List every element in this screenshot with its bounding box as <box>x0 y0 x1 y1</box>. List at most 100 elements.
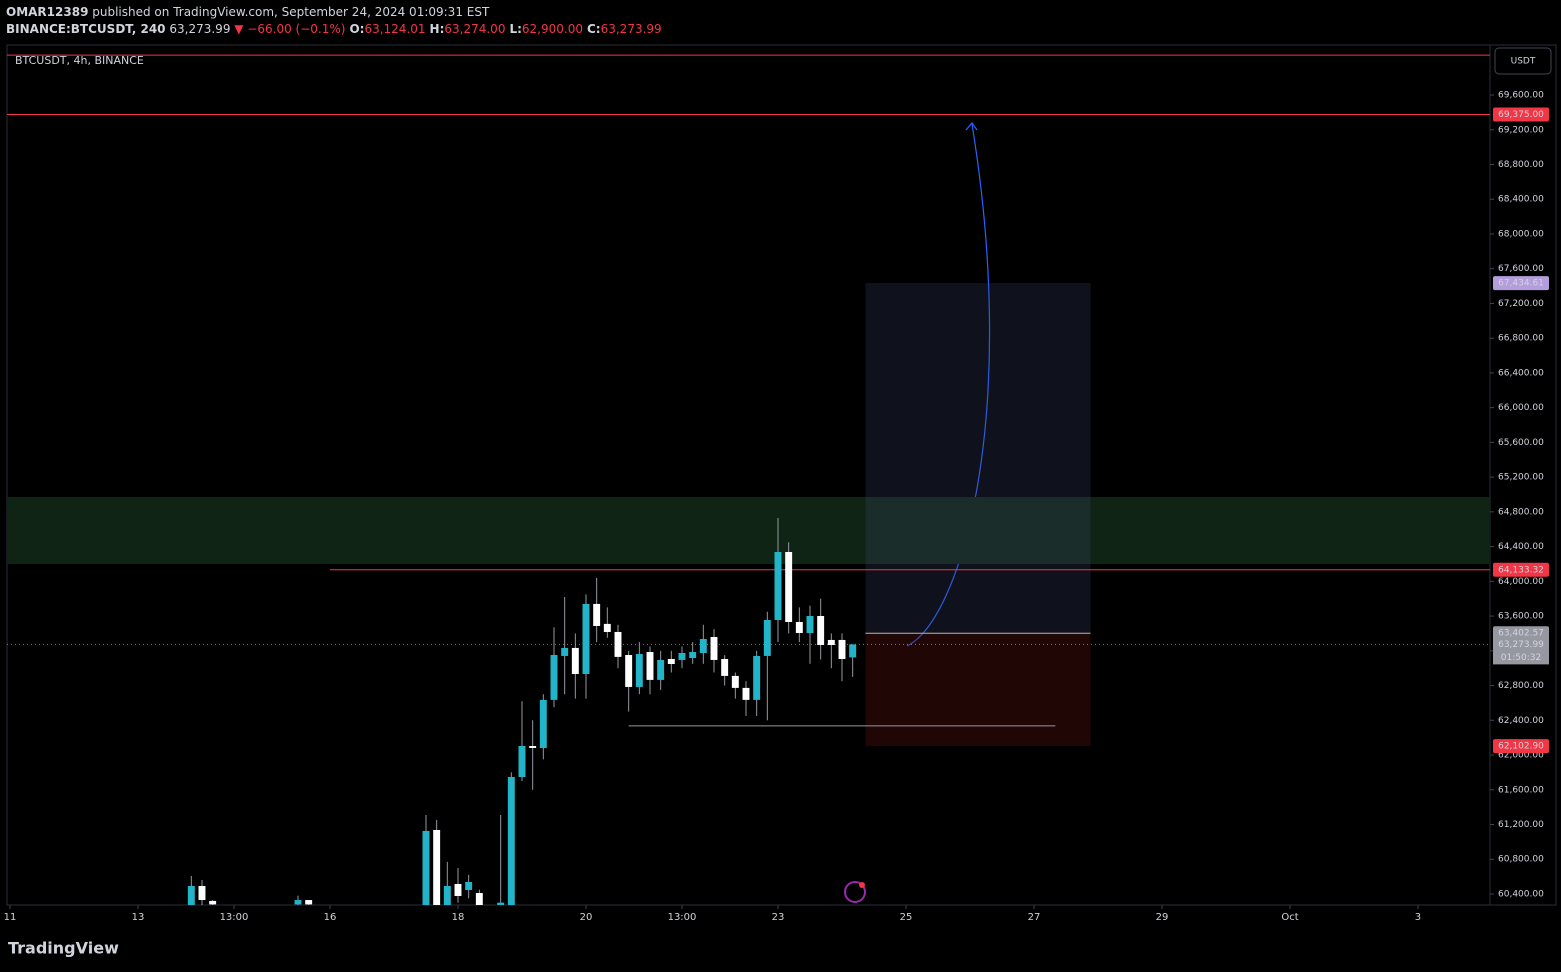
candle-body <box>678 652 686 660</box>
y-tick-label: 68,800.00 <box>1498 160 1544 170</box>
last: 63,273.99 <box>169 22 230 36</box>
x-tick-label: 13 <box>132 912 145 923</box>
candle-body <box>593 603 601 626</box>
candle-body <box>710 637 718 660</box>
x-tick-label: 13:00 <box>220 912 249 923</box>
zone <box>7 497 1490 564</box>
position-target <box>865 283 1091 634</box>
candle-body <box>305 900 313 905</box>
candle-body <box>614 631 622 657</box>
candle-body <box>827 639 835 645</box>
candle-body <box>571 647 579 674</box>
candle-body <box>582 603 590 674</box>
x-tick-label: 27 <box>1028 912 1041 923</box>
x-tick-label: 23 <box>772 912 785 923</box>
candle-body <box>699 639 707 653</box>
y-tick-label: 64,400.00 <box>1498 542 1544 552</box>
candle-body <box>689 652 697 659</box>
currency-button[interactable] <box>1494 47 1552 75</box>
candle-body <box>454 883 462 896</box>
legend: BTCUSDT, 4h, BINANCE <box>15 54 144 67</box>
ohlc-label: L: <box>509 22 521 36</box>
candle-body <box>753 655 761 700</box>
x-tick-label: 16 <box>324 912 337 923</box>
y-tick-label: 65,200.00 <box>1498 473 1544 483</box>
candle-body <box>795 621 803 634</box>
candle-body <box>561 647 569 656</box>
header-line-1: OMAR12389 published on TradingView.com, … <box>6 5 490 19</box>
candle-body <box>646 652 654 680</box>
candle-body <box>785 551 793 622</box>
x-tick-label: 11 <box>4 912 17 923</box>
ohlc-value: 63,274.00 <box>444 22 505 36</box>
y-tick-label: 64,800.00 <box>1498 507 1544 517</box>
candle-body <box>187 885 195 905</box>
candle-body <box>731 675 739 688</box>
position-stop <box>865 633 1091 747</box>
price-label-bg <box>1493 739 1549 754</box>
y-tick-label: 62,400.00 <box>1498 716 1544 726</box>
ohlc-label: C: <box>587 22 601 36</box>
x-tick-label: 3 <box>1415 912 1421 923</box>
ohlc-label: O: <box>349 22 364 36</box>
ohlc-value: 62,900.00 <box>522 22 583 36</box>
candle-body <box>497 902 505 905</box>
x-tick-label: 29 <box>1156 912 1169 923</box>
candle-body <box>550 654 558 700</box>
ohlc-value: 63,273.99 <box>601 22 662 36</box>
candle-body <box>518 745 526 777</box>
countdown: 01:50:32 <box>1501 653 1541 663</box>
countdown-bg <box>1493 650 1549 665</box>
x-tick-label: 25 <box>900 912 913 923</box>
candle-body <box>294 900 302 905</box>
candle-body <box>817 615 825 645</box>
y-tick-label: 62,800.00 <box>1498 681 1544 691</box>
candle-body <box>529 745 537 748</box>
ohlc: O:63,124.01 H:63,274.00 L:62,900.00 C:63,27… <box>349 22 661 36</box>
candle-body <box>667 658 675 665</box>
candle-body <box>806 615 814 634</box>
candle-body <box>625 654 633 687</box>
ohlc-value: 63,124.01 <box>364 22 425 36</box>
y-tick-label: 69,600.00 <box>1498 91 1544 101</box>
y-tick-label: 66,400.00 <box>1498 368 1544 378</box>
y-tick-label: 62,000.00 <box>1498 751 1544 761</box>
candle-body <box>422 830 430 905</box>
x-tick-label: 18 <box>452 912 465 923</box>
candle-body <box>849 644 857 658</box>
candle-body <box>209 900 217 905</box>
candle-body <box>443 885 451 905</box>
price-label: 62,102.90 <box>1498 742 1544 752</box>
y-tick-label: 60,400.00 <box>1498 889 1544 899</box>
candle-body <box>475 893 483 905</box>
plot <box>7 54 1490 905</box>
candle-body <box>721 658 729 676</box>
y-tick-label: 64,000.00 <box>1498 577 1544 587</box>
x-tick-label: Oct <box>1281 912 1298 923</box>
y-tick-label: 65,600.00 <box>1498 438 1544 448</box>
ohlc-label: H: <box>430 22 445 36</box>
header-line-2: BINANCE:BTCUSDT, 240 63,273.99 ▼ −66.00 … <box>6 22 662 36</box>
price-label: 67,434.61 <box>1498 279 1544 289</box>
event-icon[interactable] <box>844 881 866 903</box>
y-tick-label: 60,800.00 <box>1498 855 1544 865</box>
y-tick-label: 68,000.00 <box>1498 229 1544 239</box>
price-label-bg <box>1493 626 1549 641</box>
price-label: 69,375.00 <box>1498 110 1544 120</box>
y-tick-label: 66,000.00 <box>1498 403 1544 413</box>
candle-body <box>657 659 665 680</box>
candle-body <box>838 639 846 659</box>
candle-body <box>507 776 515 905</box>
event-dot <box>859 882 865 888</box>
price-label-bg <box>1493 562 1549 577</box>
y-tick-label: 67,600.00 <box>1498 264 1544 274</box>
candle-body <box>742 687 750 700</box>
frame <box>6 44 1557 906</box>
currency-label: USDT <box>1511 57 1536 67</box>
candle-body <box>465 881 473 890</box>
y-tick-label: 66,800.00 <box>1498 334 1544 344</box>
price-label: 63,273.99 <box>1498 640 1544 650</box>
candle-body <box>433 829 441 905</box>
y-tick-label: 67,200.00 <box>1498 299 1544 309</box>
